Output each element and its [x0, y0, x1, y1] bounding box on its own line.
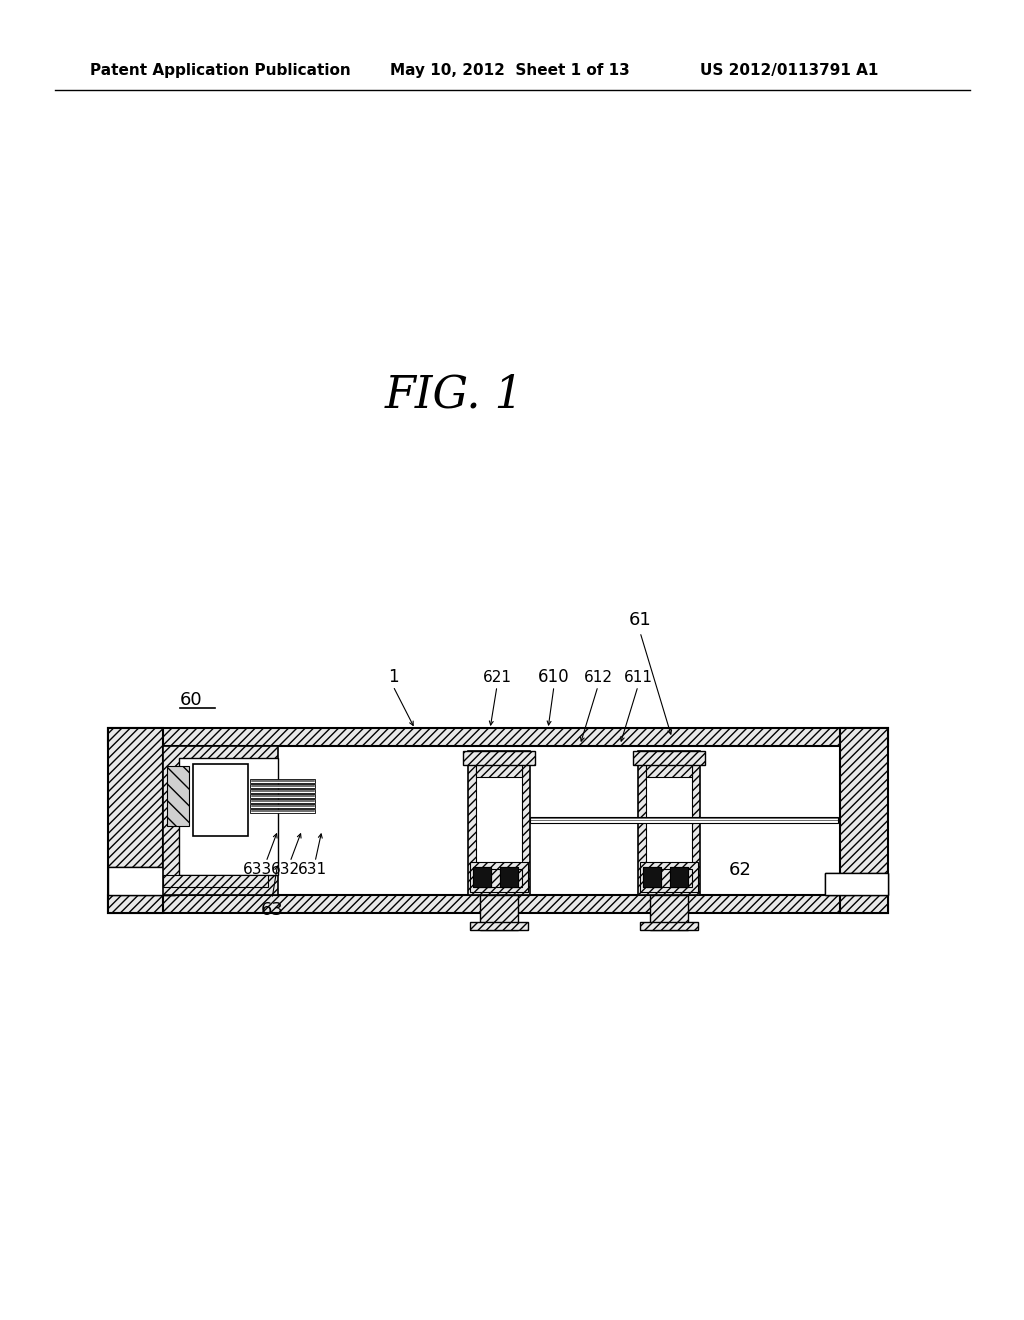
Text: 611: 611 [624, 669, 652, 685]
Bar [643, 867, 662, 887]
Bar [250, 789, 315, 793]
Bar [476, 869, 522, 887]
Bar [193, 764, 248, 836]
Text: 63: 63 [260, 902, 284, 919]
Bar [108, 729, 888, 746]
Text: 612: 612 [584, 669, 612, 685]
Bar [840, 729, 888, 913]
Bar [640, 921, 698, 931]
Bar [250, 779, 315, 783]
Bar [480, 895, 518, 931]
Bar [463, 751, 535, 766]
Text: 610: 610 [539, 668, 569, 686]
Bar [163, 746, 840, 895]
Bar [179, 758, 278, 875]
Bar [638, 751, 700, 895]
Bar [670, 867, 688, 887]
Bar [476, 759, 522, 777]
Bar [163, 875, 268, 887]
Bar [250, 799, 315, 803]
Bar [250, 795, 315, 799]
Bar [825, 873, 888, 895]
Bar [640, 862, 698, 892]
Bar [167, 766, 189, 826]
Bar [500, 867, 518, 887]
Text: Patent Application Publication: Patent Application Publication [90, 62, 351, 78]
Bar [476, 759, 522, 887]
Bar [643, 867, 662, 887]
Bar [825, 873, 888, 895]
Text: 61: 61 [629, 611, 651, 630]
Text: 1: 1 [388, 668, 398, 686]
Text: 60: 60 [180, 690, 203, 709]
Bar [650, 895, 688, 931]
Bar [470, 921, 528, 931]
Bar [500, 867, 518, 887]
Bar [468, 751, 530, 895]
Bar [646, 759, 692, 887]
Bar [646, 759, 692, 777]
Bar [108, 895, 888, 913]
Text: US 2012/0113791 A1: US 2012/0113791 A1 [700, 62, 879, 78]
Bar [473, 867, 490, 887]
Text: 631: 631 [297, 862, 327, 878]
Bar [108, 867, 175, 895]
Bar [470, 862, 528, 892]
Bar [250, 784, 315, 788]
Text: 621: 621 [482, 669, 512, 685]
Text: 633: 633 [244, 862, 272, 878]
Text: FIG. 1: FIG. 1 [385, 374, 524, 417]
Bar [530, 817, 838, 822]
Text: May 10, 2012  Sheet 1 of 13: May 10, 2012 Sheet 1 of 13 [390, 62, 630, 78]
Bar [163, 746, 278, 895]
Bar [108, 729, 163, 913]
Text: 632: 632 [270, 862, 300, 878]
Bar [670, 867, 688, 887]
Bar [250, 804, 315, 808]
Bar [473, 867, 490, 887]
Bar [633, 751, 705, 766]
Bar [108, 867, 175, 895]
Bar [646, 869, 692, 887]
Text: 62: 62 [728, 861, 752, 879]
Bar [250, 809, 315, 813]
